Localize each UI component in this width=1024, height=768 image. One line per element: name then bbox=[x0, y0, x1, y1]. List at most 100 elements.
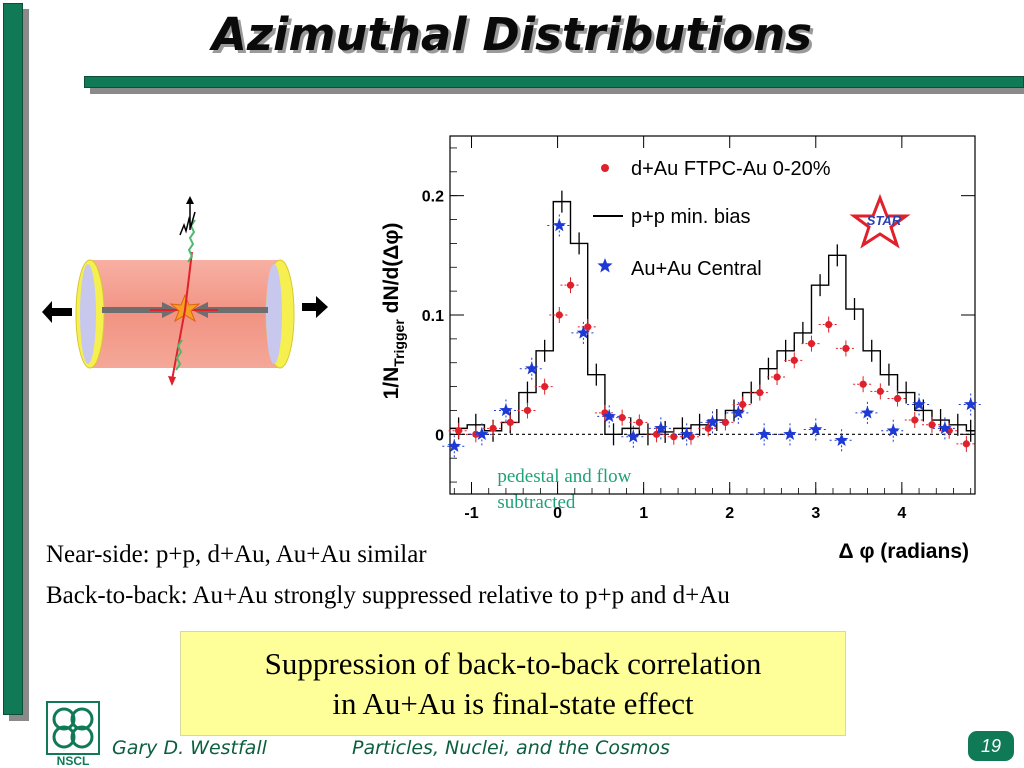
detector-endcap-left-inner bbox=[80, 264, 96, 364]
auau-data-point bbox=[834, 433, 849, 446]
page-number-badge: 19 bbox=[968, 731, 1014, 761]
conclusion-box: Suppression of back-to-back correlation … bbox=[180, 631, 846, 736]
detector-endcap-right-inner bbox=[266, 264, 282, 364]
star-logo-text: STAR bbox=[867, 213, 902, 228]
jet-arrow-up-head bbox=[186, 196, 194, 204]
legend-label-dau: d+Au FTPC-Au 0-20% bbox=[631, 158, 831, 180]
dau-data-point bbox=[842, 344, 850, 353]
x-tick-label: 3 bbox=[811, 505, 820, 522]
auau-data-point bbox=[499, 403, 513, 417]
x-tick-label: -1 bbox=[464, 505, 478, 522]
y-axis-label-main: 1/N bbox=[380, 367, 403, 400]
auau-data-point bbox=[552, 218, 566, 232]
dau-data-point bbox=[825, 320, 833, 329]
legend-label-auau: Au+Au Central bbox=[631, 258, 762, 280]
dau-data-point bbox=[859, 380, 867, 388]
collision-detector-icon bbox=[42, 196, 328, 386]
jet-particles-up bbox=[179, 211, 196, 236]
dau-data-point bbox=[523, 406, 532, 415]
dau-data-point bbox=[911, 416, 919, 424]
conclusion-line-2: in Au+Au is final-state effect bbox=[332, 686, 694, 721]
x-tick-label: 0 bbox=[553, 505, 562, 522]
track-up bbox=[184, 251, 193, 311]
y-tick-label: 0.1 bbox=[422, 308, 444, 325]
auau-data-point bbox=[938, 421, 952, 434]
auau-data-point bbox=[525, 361, 539, 375]
auau-data-point bbox=[576, 325, 591, 339]
left-accent-bar bbox=[3, 3, 23, 715]
dau-data-point bbox=[670, 433, 678, 441]
dau-data-point bbox=[790, 356, 798, 364]
chart-annotation-line-2: subtracted bbox=[497, 492, 576, 513]
auau-data-point bbox=[602, 409, 616, 423]
text-line-near-side: Near-side: p+p, d+Au, Au+Au similar bbox=[46, 541, 427, 568]
auau-data-point bbox=[731, 405, 745, 419]
dau-data-point bbox=[455, 427, 463, 435]
legend-marker-dau bbox=[601, 164, 609, 172]
auau-data-point bbox=[447, 439, 461, 452]
nscl-logo: NSCL bbox=[46, 701, 100, 767]
auau-data-point bbox=[964, 397, 978, 411]
x-tick-label: 2 bbox=[725, 505, 734, 522]
dau-data-point bbox=[541, 383, 549, 391]
dau-data-point bbox=[739, 400, 747, 409]
auau-data-point bbox=[860, 405, 875, 419]
dau-data-point bbox=[876, 387, 884, 395]
auau-data-point bbox=[757, 427, 771, 440]
x-tick-label: 4 bbox=[897, 505, 906, 522]
nscl-logo-text: NSCL bbox=[57, 754, 90, 767]
outgoing-arrow-left bbox=[52, 308, 72, 316]
dau-data-point bbox=[584, 323, 592, 331]
title-rule bbox=[84, 76, 1024, 88]
dau-data-point bbox=[893, 394, 902, 403]
azimuthal-correlation-chart: -1 0 1 2 3 4 0 0.1 0.2 d+Au FTPC-Au 0-20% p+p min… bbox=[380, 135, 983, 563]
dau-data-point bbox=[618, 414, 626, 422]
jet-up-green bbox=[187, 219, 196, 263]
y-axis-label-subscript: Trigger bbox=[391, 319, 407, 367]
auau-data-point bbox=[886, 423, 900, 437]
track-down-head bbox=[168, 376, 176, 386]
x-axis-label: Δ φ (radians) bbox=[839, 540, 969, 563]
dau-data-point bbox=[489, 424, 497, 432]
auau-data-point bbox=[912, 397, 926, 411]
dau-data-point bbox=[506, 418, 514, 426]
dau-data-point bbox=[555, 311, 563, 319]
dau-data-point bbox=[773, 373, 781, 381]
dau-data-point bbox=[756, 388, 764, 397]
outgoing-arrow-right-head bbox=[316, 296, 328, 318]
x-tick-label: 1 bbox=[639, 505, 648, 522]
nscl-logo-swirl-3 bbox=[52, 725, 76, 749]
star-logo-icon bbox=[849, 193, 911, 249]
nscl-logo-swirl-2 bbox=[70, 707, 94, 731]
auau-data-point bbox=[654, 421, 668, 434]
chart-annotation-line-1: pedestal and flow bbox=[497, 466, 631, 487]
dau-data-point bbox=[566, 281, 575, 289]
dau-data-point bbox=[721, 418, 730, 426]
y-tick-label: 0 bbox=[435, 427, 444, 444]
jet-down-green bbox=[175, 339, 183, 371]
auau-data-point bbox=[809, 422, 823, 436]
footer-course: Particles, Nuclei, and the Cosmos bbox=[352, 737, 670, 759]
dau-data-point bbox=[962, 440, 970, 448]
y-tick-label: 0.2 bbox=[422, 189, 444, 206]
legend-label-pp: p+p min. bias bbox=[631, 206, 751, 228]
auau-data-point bbox=[475, 427, 489, 440]
text-line-back-to-back: Back-to-back: Au+Au strongly suppressed … bbox=[46, 582, 730, 609]
legend-marker-auau bbox=[597, 258, 613, 273]
auau-data-point bbox=[705, 415, 720, 429]
nscl-logo-swirl-4 bbox=[70, 725, 94, 749]
y-axis-label: 1/NTrigger dN/d(Δφ) bbox=[380, 223, 407, 400]
outgoing-arrow-left-head bbox=[42, 301, 52, 323]
dau-data-point bbox=[635, 418, 643, 426]
plot-frame bbox=[449, 135, 976, 495]
y-axis-label-rest: dN/d(Δφ) bbox=[380, 223, 403, 320]
auau-data-point bbox=[680, 427, 694, 440]
auau-data-point bbox=[783, 427, 797, 440]
nscl-logo-swirl-1 bbox=[52, 707, 76, 731]
star-logo: STAR bbox=[849, 193, 911, 249]
footer-author: Gary D. Westfall bbox=[112, 737, 267, 759]
dau-data-point bbox=[928, 421, 936, 429]
conclusion-line-1: Suppression of back-to-back correlation bbox=[264, 646, 762, 681]
nscl-logo-frame bbox=[46, 701, 100, 755]
outgoing-arrow-right bbox=[302, 303, 316, 311]
